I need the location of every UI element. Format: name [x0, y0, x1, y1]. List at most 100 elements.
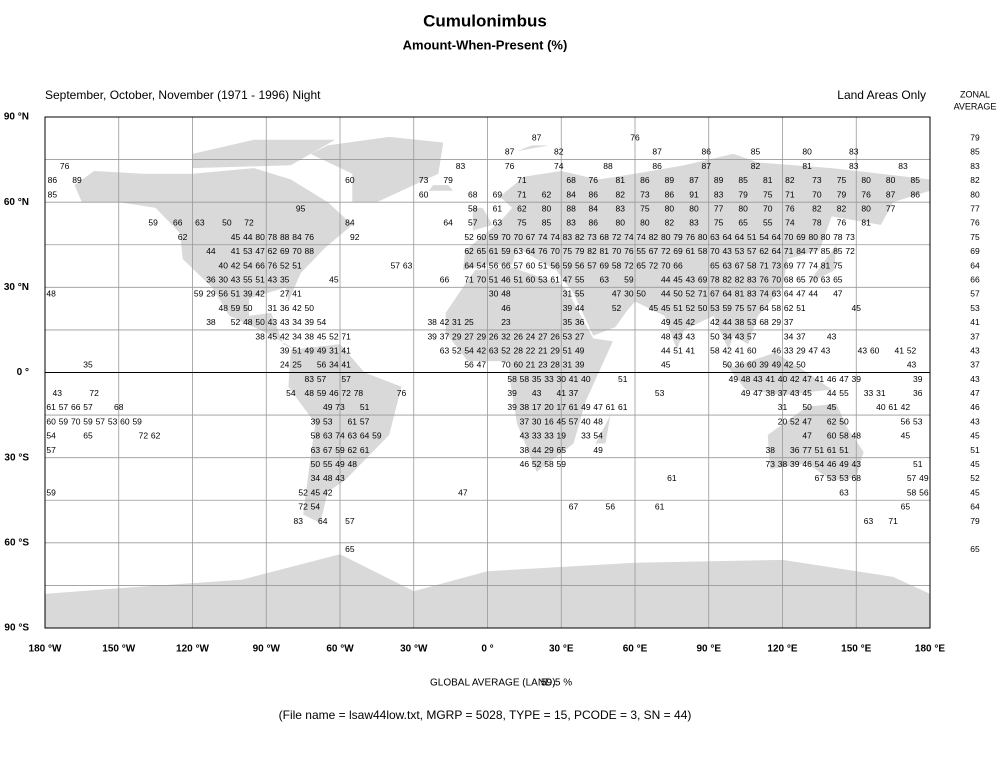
cell-value: 38	[765, 445, 775, 455]
cell-value: 76	[60, 161, 70, 171]
cell-value: 70	[550, 246, 560, 256]
cell-value: 82	[751, 161, 761, 171]
cell-value: 25	[292, 360, 302, 370]
cell-value: 39	[575, 360, 585, 370]
cell-value: 80	[808, 232, 818, 242]
cell-value: 67	[526, 232, 536, 242]
cell-value: 66	[440, 274, 450, 284]
zonal-average: 64	[970, 502, 980, 512]
cell-value: 57	[747, 303, 757, 313]
cell-value: 63	[489, 345, 499, 355]
cell-value: 67	[569, 502, 579, 512]
cell-value: 54	[477, 260, 487, 270]
cell-value: 49	[839, 459, 849, 469]
cell-value: 56	[464, 360, 474, 370]
cell-value: 45	[901, 431, 911, 441]
cell-value: 33	[544, 374, 554, 384]
cell-value: 85	[738, 175, 748, 185]
cell-value: 61	[360, 445, 370, 455]
cell-value: 82	[575, 232, 585, 242]
cell-value: 60	[513, 360, 523, 370]
cell-value: 55	[323, 459, 333, 469]
zonal-label: AVERAGE	[954, 101, 997, 111]
cell-value: 38	[735, 317, 745, 327]
cell-value: 19	[557, 431, 567, 441]
cell-value: 64	[360, 431, 370, 441]
cell-value: 27	[280, 289, 290, 299]
cell-value: 83	[293, 516, 303, 526]
scope: Land Areas Only	[837, 88, 926, 102]
cell-value: 50	[255, 317, 265, 327]
cell-value: 82	[735, 274, 745, 284]
cell-value: 38	[427, 317, 437, 327]
y-tick-label: 60 °S	[4, 537, 29, 548]
cell-value: 60	[870, 345, 880, 355]
cell-value: 57	[360, 416, 370, 426]
zonal-average: 45	[970, 487, 980, 497]
cell-value: 43	[335, 473, 345, 483]
cell-value: 43	[827, 331, 837, 341]
cell-value: 79	[837, 189, 847, 199]
cell-value: 57	[747, 331, 757, 341]
cell-value: 74	[808, 260, 818, 270]
cell-value: 85	[833, 246, 843, 256]
land-mass	[898, 480, 926, 504]
cell-value: 76	[861, 189, 871, 199]
cell-value: 69	[784, 260, 794, 270]
cell-value: 75	[763, 189, 773, 199]
cell-value: 54	[815, 459, 825, 469]
cell-value: 42	[292, 303, 302, 313]
cell-value: 51	[618, 374, 628, 384]
cell-value: 70	[812, 189, 822, 199]
cell-value: 53	[243, 246, 253, 256]
cell-value: 86	[640, 175, 650, 185]
cell-value: 42	[231, 260, 241, 270]
cell-value: 80	[886, 175, 896, 185]
cell-value: 55	[575, 289, 585, 299]
cell-value: 39	[563, 303, 573, 313]
cell-value: 58	[710, 345, 720, 355]
cell-value: 33	[864, 388, 874, 398]
zonal-average: 82	[970, 175, 980, 185]
cell-value: 43	[268, 317, 278, 327]
cell-value: 29	[772, 317, 782, 327]
cell-value: 82	[616, 189, 626, 199]
cell-value: 72	[244, 218, 254, 228]
cell-value: 47	[802, 431, 812, 441]
cell-value: 55	[839, 388, 849, 398]
zonal-average: 37	[970, 331, 980, 341]
cell-value: 75	[640, 204, 650, 214]
cell-value: 61	[888, 402, 898, 412]
cell-value: 68	[759, 317, 769, 327]
cell-value: 44	[243, 232, 253, 242]
cell-value: 65	[345, 544, 355, 554]
cell-value: 75	[714, 218, 724, 228]
cell-value: 48	[852, 431, 862, 441]
cell-value: 63	[513, 246, 523, 256]
cell-value: 59	[624, 274, 634, 284]
cell-value: 83	[747, 289, 757, 299]
cell-value: 75	[735, 303, 745, 313]
cell-value: 76	[759, 274, 769, 284]
cell-value: 51	[796, 303, 806, 313]
cell-value: 83	[898, 161, 908, 171]
cell-value: 63	[722, 260, 732, 270]
cell-value: 42	[790, 374, 800, 384]
cell-value: 63	[440, 345, 450, 355]
cell-value: 39	[852, 374, 862, 384]
cell-value: 89	[72, 175, 82, 185]
footer: (File name = lsaw44low.txt, MGRP = 5028,…	[279, 708, 692, 722]
cell-value: 58	[907, 487, 917, 497]
cell-value: 70	[710, 246, 720, 256]
cell-value: 53	[735, 246, 745, 256]
cell-value: 63	[348, 431, 358, 441]
cell-value: 42	[323, 487, 333, 497]
cell-value: 68	[784, 274, 794, 284]
cell-value: 87	[689, 175, 699, 185]
cell-value: 38	[520, 402, 530, 412]
zonal-average: 45	[970, 459, 980, 469]
cell-value: 92	[350, 232, 360, 242]
cell-value: 50	[698, 303, 708, 313]
cell-value: 47	[833, 289, 843, 299]
cell-value: 49	[729, 374, 739, 384]
